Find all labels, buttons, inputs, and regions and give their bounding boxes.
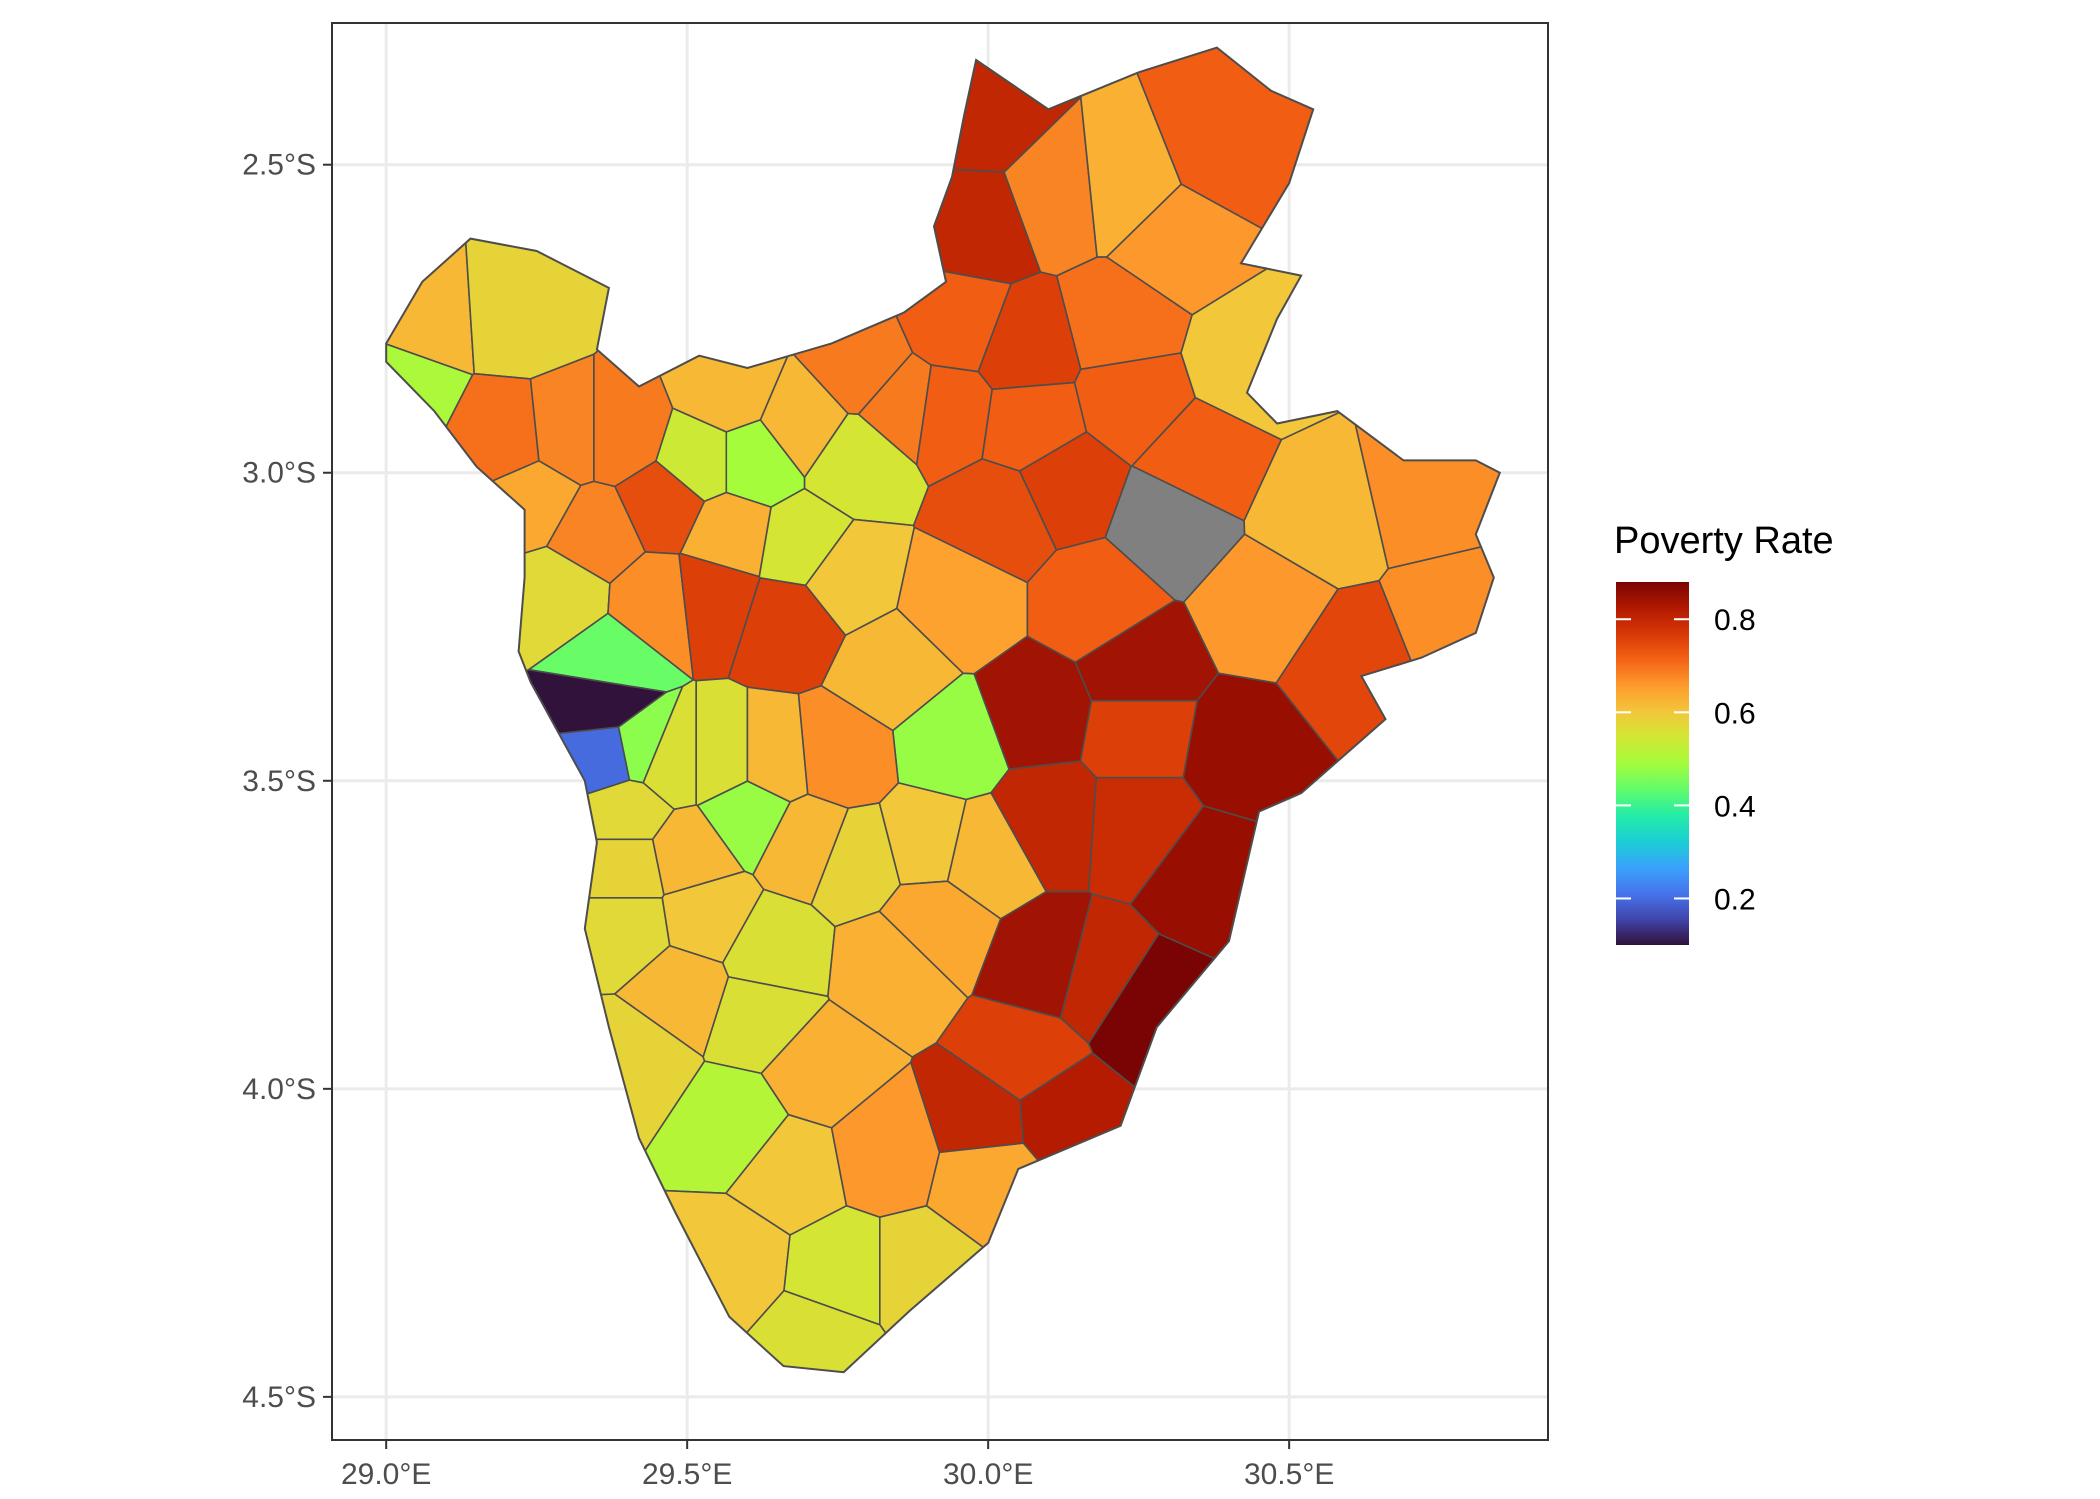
country-outline [385, 46, 1502, 1374]
country-outline-group [385, 46, 1502, 1374]
x-tick-label: 30.0°E [943, 1458, 1033, 1491]
x-tick-label: 29.0°E [341, 1458, 431, 1491]
region [1079, 699, 1198, 779]
y-tick-label: 3.5°S [242, 765, 316, 798]
y-tick-label: 3.0°S [242, 457, 316, 490]
plot-panel-border [331, 22, 1549, 1441]
y-axis: 2.5°S 3.0°S 3.5°S 4.0°S 4.5°S [242, 149, 332, 1414]
legend-tick-label: 0.6 [1714, 697, 1756, 730]
legend-tick-label: 0.2 [1714, 883, 1756, 916]
region [606, 1289, 997, 1373]
x-axis: 29.0°E 29.5°E 30.0°E 30.5°E [341, 1440, 1334, 1491]
legend-ticks: 0.2 0.4 0.6 0.8 [1616, 604, 1756, 916]
y-tick-label: 2.5°S [242, 149, 316, 182]
legend: Poverty Rate 0.2 0.4 0.6 0.8 [1614, 520, 1834, 945]
x-tick-label: 29.5°E [642, 1458, 732, 1491]
legend-tick-label: 0.4 [1714, 790, 1756, 823]
legend-colorbar [1616, 582, 1689, 945]
y-tick-label: 4.5°S [242, 1381, 316, 1414]
y-tick-label: 4.0°S [242, 1073, 316, 1106]
x-tick-label: 30.5°E [1244, 1458, 1334, 1491]
legend-tick-label: 0.8 [1714, 604, 1756, 637]
legend-title: Poverty Rate [1614, 520, 1834, 562]
